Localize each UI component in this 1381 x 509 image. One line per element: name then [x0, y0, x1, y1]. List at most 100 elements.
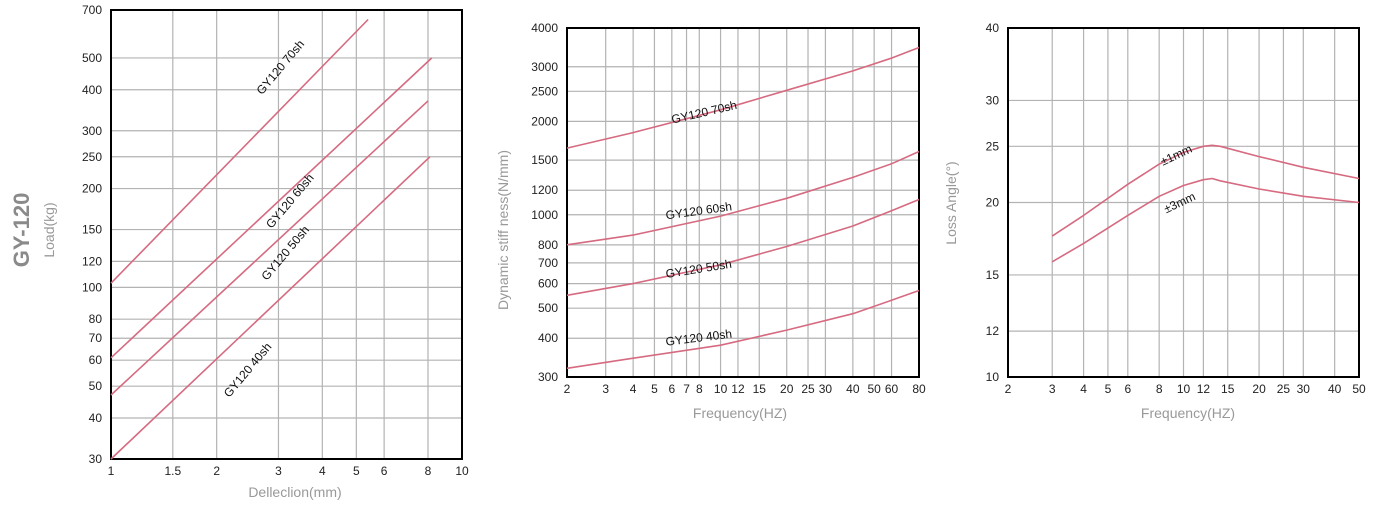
series-line: [110, 57, 433, 359]
x-tick-label: 50: [1352, 382, 1366, 396]
x-tick-label: 3: [1049, 382, 1056, 396]
x-tick-label: 10: [714, 382, 728, 396]
y-tick-label: 250: [82, 150, 102, 164]
y-tick-label: 800: [538, 238, 558, 252]
x-tick-label: 6: [1124, 382, 1131, 396]
x-axis-label: Delleclion(mm): [248, 484, 341, 500]
chart-1: 1 1.5 2 3 4 5 6 8 10 30 40 50 60 70 80 100 120 150 200 250 3…: [41, 3, 469, 500]
x-tick-label: 25: [801, 382, 815, 396]
y-tick-label: 30: [89, 452, 103, 466]
series-label: GY120 70sh: [254, 37, 308, 97]
x-tick-label: 40: [846, 382, 860, 396]
x-tick-label: 8: [696, 382, 703, 396]
y-tick-label: 40: [986, 21, 1000, 35]
series-line: [1051, 177, 1360, 263]
x-tick-label: 12: [1197, 382, 1211, 396]
x-tick-label: 50: [867, 382, 881, 396]
y-tick-label: 600: [538, 277, 558, 291]
x-tick-label: 6: [381, 464, 388, 478]
x-tick-label: 3: [602, 382, 609, 396]
y-tick-label: 2000: [531, 114, 558, 128]
y-tick-label: 80: [89, 312, 103, 326]
series-line: [566, 150, 920, 246]
series-label: GY120 40sh: [221, 340, 275, 400]
y-tick-label: 30: [986, 93, 1000, 107]
plot-frame: [110, 9, 463, 460]
x-tick-label: 12: [731, 382, 745, 396]
y-tick-label: 4000: [531, 21, 558, 35]
x-tick-label: 5: [1105, 382, 1112, 396]
x-tick-label: 25: [1277, 382, 1291, 396]
y-tick-label: 70: [89, 331, 103, 345]
y-axis-label: Load(kg): [41, 202, 57, 257]
x-tick-label: 40: [1328, 382, 1342, 396]
y-tick-label: 12: [986, 324, 1000, 338]
y-tick-label: 400: [538, 331, 558, 345]
series-label: GY120 50sh: [665, 257, 733, 281]
x-tick-label: 1.5: [164, 464, 181, 478]
y-tick-label: 1200: [531, 183, 558, 197]
x-tick-label: 5: [651, 382, 658, 396]
series-line: [566, 46, 920, 149]
y-tick-label: 100: [82, 280, 102, 294]
x-tick-label: 4: [319, 464, 326, 478]
y-tick-label: 500: [82, 51, 102, 65]
x-tick-label: 7: [683, 382, 690, 396]
x-tick-label: 3: [275, 464, 282, 478]
y-tick-label: 20: [986, 196, 1000, 210]
y-tick-label: 3000: [531, 60, 558, 74]
x-tick-label: 10: [455, 464, 469, 478]
series-line: [1051, 144, 1360, 237]
y-tick-label: 300: [538, 370, 558, 384]
x-tick-label: 2: [564, 382, 571, 396]
x-axis-label: Frequency(HZ): [693, 405, 787, 421]
chart-2: 2 3 4 5 6 7 8 10 12 15 20 25 30 40 50 60 80 300 400 500 600 7…: [495, 21, 926, 421]
x-tick-label: 8: [1156, 382, 1163, 396]
y-tick-label: 2500: [531, 84, 558, 98]
x-tick-label: 20: [780, 382, 794, 396]
series-line: [110, 156, 431, 460]
x-tick-label: 60: [885, 382, 899, 396]
y-tick-label: 700: [82, 3, 102, 17]
x-tick-label: 15: [753, 382, 767, 396]
y-tick-label: 25: [986, 139, 1000, 153]
x-tick-label: 8: [425, 464, 432, 478]
x-tick-label: 80: [912, 382, 926, 396]
x-tick-label: 15: [1221, 382, 1235, 396]
x-tick-label: 6: [668, 382, 675, 396]
x-tick-label: 30: [819, 382, 833, 396]
x-tick-label: 4: [630, 382, 637, 396]
y-tick-label: 200: [82, 182, 102, 196]
series-line: [566, 198, 920, 297]
y-tick-label: 10: [986, 370, 1000, 384]
y-tick-label: 120: [82, 254, 102, 268]
x-tick-label: 1: [108, 464, 115, 478]
y-tick-label: 1500: [531, 153, 558, 167]
y-tick-label: 150: [82, 223, 102, 237]
y-tick-label: 15: [986, 268, 1000, 282]
y-tick-label: 300: [82, 124, 102, 138]
x-tick-label: 10: [1177, 382, 1191, 396]
y-tick-label: 50: [89, 379, 103, 393]
y-tick-label: 60: [89, 353, 103, 367]
series-line: [566, 289, 920, 370]
x-tick-label: 20: [1252, 382, 1266, 396]
y-axis-label: Dynamic stiff ness(N/mm): [495, 150, 511, 310]
series-line: [110, 100, 429, 396]
y-tick-label: 40: [89, 411, 103, 425]
x-tick-label: 30: [1297, 382, 1311, 396]
series-label: GY120 60sh: [263, 171, 317, 231]
x-tick-label: 2: [213, 464, 220, 478]
y-tick-label: 1000: [531, 208, 558, 222]
series-label: GY120 70sh: [670, 98, 738, 127]
series-line: [110, 18, 369, 284]
x-tick-label: 2: [1005, 382, 1012, 396]
x-tick-label: 5: [353, 464, 360, 478]
plot-frame: [566, 27, 920, 378]
y-axis-label: Loss Angle(°): [943, 161, 959, 244]
y-tick-label: 400: [82, 83, 102, 97]
y-tick-label: 500: [538, 301, 558, 315]
series-label: GY120 50sh: [258, 223, 312, 283]
x-tick-label: 4: [1080, 382, 1087, 396]
